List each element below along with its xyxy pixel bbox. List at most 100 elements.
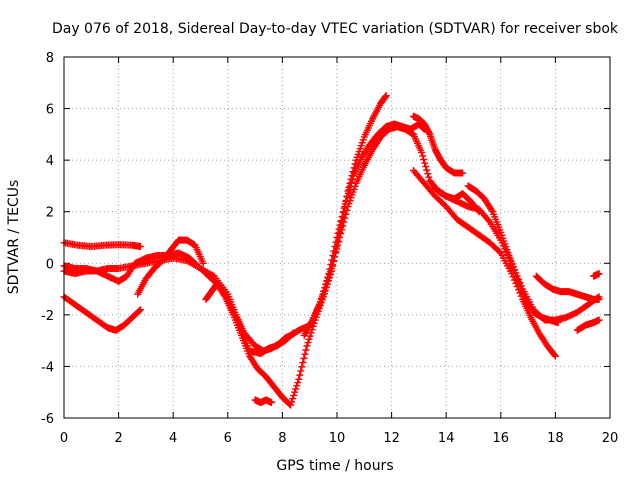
data-point — [551, 352, 559, 360]
data-point — [301, 350, 309, 358]
data-point — [423, 166, 431, 174]
x-tick-label: 6 — [224, 431, 232, 446]
x-axis-label: GPS time / hours — [276, 458, 393, 474]
data-point — [335, 237, 343, 245]
y-tick-label: -2 — [41, 309, 54, 324]
series-track-15 — [532, 272, 603, 303]
y-tick-label: -6 — [41, 412, 54, 427]
y-tick-label: 4 — [46, 154, 54, 169]
data-point — [303, 342, 311, 350]
data-point — [287, 401, 295, 409]
x-tick-label: 10 — [329, 431, 346, 446]
data-point — [321, 284, 329, 292]
data-point — [420, 155, 428, 163]
data-point — [339, 222, 347, 230]
y-tick-label: -4 — [41, 360, 54, 375]
series-track-14 — [464, 182, 562, 327]
x-tick-label: 12 — [383, 431, 400, 446]
data-point — [422, 163, 430, 171]
series-track-1 — [60, 239, 144, 251]
data-point — [329, 261, 337, 269]
data-point — [330, 257, 338, 265]
data-point — [595, 270, 603, 278]
y-tick-label: 2 — [46, 206, 54, 221]
series-track-16 — [573, 316, 603, 334]
data-point — [341, 214, 349, 222]
data-point — [495, 248, 503, 256]
y-axis-label: SDTVAR / TECUs — [6, 180, 22, 295]
data-point — [334, 241, 342, 249]
data-point — [343, 193, 351, 201]
y-tick-labels: -6 -4 -2 0 2 4 6 8 — [41, 51, 54, 427]
x-tick-label: 20 — [602, 431, 619, 446]
data-point — [459, 169, 467, 177]
data-point — [344, 189, 352, 197]
x-tick-label: 16 — [493, 431, 510, 446]
data-point — [485, 216, 493, 224]
data-point — [199, 259, 207, 267]
data-point — [294, 379, 302, 387]
data-point — [336, 234, 344, 241]
data-point — [298, 363, 306, 371]
data-point — [337, 230, 345, 238]
data-point — [300, 354, 308, 362]
data-point — [340, 218, 348, 226]
series-track-17 — [590, 270, 603, 280]
data-point — [419, 152, 427, 160]
data-point — [320, 287, 328, 295]
data-point — [424, 170, 432, 178]
data-points — [60, 92, 603, 409]
data-point — [267, 399, 275, 407]
x-tick-label: 14 — [438, 431, 455, 446]
series-track-5 — [134, 236, 207, 298]
data-point — [418, 148, 426, 156]
x-tick-label: 0 — [60, 431, 68, 446]
data-point — [289, 329, 297, 337]
y-tick-label: 8 — [46, 51, 54, 66]
data-point — [595, 295, 603, 303]
x-tick-label: 18 — [547, 431, 564, 446]
data-point — [305, 335, 313, 343]
data-point — [292, 385, 300, 393]
x-tick-label: 4 — [169, 431, 177, 446]
data-point — [135, 307, 143, 315]
data-point — [322, 281, 330, 289]
x-tick-label: 8 — [278, 431, 286, 446]
x-tick-labels: 0 2 4 6 8 10 12 14 16 18 20 — [60, 431, 618, 446]
data-point — [293, 382, 301, 390]
data-point — [319, 290, 327, 298]
data-point — [550, 351, 558, 359]
data-point — [333, 245, 341, 253]
data-point — [288, 330, 296, 338]
series-track-8 — [251, 396, 275, 407]
data-point — [425, 173, 433, 181]
data-point — [325, 271, 333, 279]
data-point — [327, 268, 335, 276]
y-tick-label: 0 — [46, 257, 54, 272]
data-point — [595, 316, 603, 324]
data-point — [323, 277, 331, 285]
data-point — [488, 206, 496, 214]
data-point — [299, 359, 307, 367]
plot-frame — [63, 56, 611, 419]
data-point — [328, 264, 336, 272]
data-point — [289, 395, 297, 403]
x-tick-label: 2 — [114, 431, 122, 446]
data-point — [295, 375, 303, 383]
data-point — [296, 371, 304, 379]
series-track-3 — [60, 249, 297, 358]
series-track-11 — [409, 112, 467, 177]
data-point — [554, 319, 562, 327]
series-track-7 — [213, 92, 390, 409]
data-point — [382, 92, 390, 100]
data-point — [136, 306, 144, 314]
data-point — [332, 249, 340, 257]
data-point — [297, 367, 305, 375]
data-point — [324, 274, 332, 282]
data-point — [302, 346, 310, 354]
data-point — [304, 339, 312, 347]
data-point — [338, 226, 346, 234]
chart-title: Day 076 of 2018, Sidereal Day-to-day VTE… — [52, 21, 619, 37]
data-point — [342, 210, 350, 218]
